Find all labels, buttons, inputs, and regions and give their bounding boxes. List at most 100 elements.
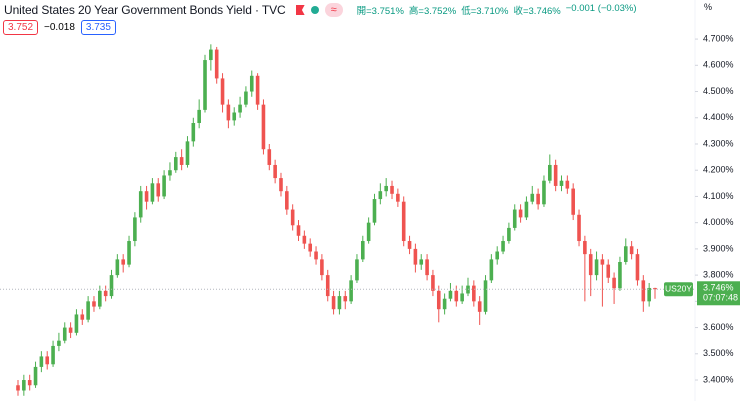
candle-body <box>279 178 283 192</box>
y-tick-label: 3.400% <box>703 374 734 384</box>
candle-body <box>51 345 55 365</box>
candle-body <box>62 327 67 341</box>
candle-body <box>647 287 651 302</box>
candle-body <box>27 380 32 386</box>
candle-body <box>232 112 237 121</box>
candle-body <box>489 259 494 281</box>
candle-body <box>267 149 272 165</box>
candle-body <box>553 164 558 186</box>
candle-body <box>103 290 108 297</box>
candle-body <box>495 251 500 260</box>
candle-body <box>372 199 377 223</box>
candle-body <box>162 175 166 197</box>
candle-body <box>45 356 50 365</box>
candle-body <box>618 262 622 289</box>
candle-body <box>197 109 201 124</box>
candle-body <box>460 293 464 302</box>
candle-body <box>314 251 318 260</box>
header: United States 20 Year Government Bonds Y… <box>4 3 637 17</box>
candle-body <box>80 314 85 320</box>
candle-body <box>244 91 248 105</box>
candle-body <box>179 157 184 165</box>
candle-body <box>109 275 114 297</box>
candle-body <box>594 259 599 276</box>
candle-body <box>168 170 172 176</box>
y-tick-label: 3.800% <box>703 269 734 279</box>
candle-body <box>255 75 260 105</box>
y-tick-label: 4.200% <box>703 165 734 175</box>
candle-body <box>261 104 266 150</box>
candle-body <box>501 241 505 252</box>
candle-body <box>530 193 535 202</box>
candle-body <box>296 225 301 236</box>
last-price-bg <box>697 281 740 306</box>
candle-body <box>600 259 605 265</box>
candle-body <box>419 259 424 265</box>
candle-body <box>209 49 213 61</box>
candle-body <box>92 301 96 307</box>
candle-body <box>238 104 242 113</box>
candle-body <box>121 259 125 265</box>
candle-body <box>548 164 552 181</box>
spread: −0.018 <box>44 22 75 33</box>
candle-body <box>98 290 102 307</box>
candle-body <box>16 385 20 391</box>
candle-body <box>396 193 400 202</box>
candle-body <box>33 366 38 386</box>
candle-body <box>477 301 482 312</box>
candle-body <box>401 201 406 242</box>
candle-body <box>384 185 388 192</box>
candle-body <box>249 75 254 92</box>
candle-body <box>583 241 587 255</box>
candle-body <box>331 296 336 310</box>
candle-body <box>518 209 523 218</box>
candle-body <box>512 209 517 228</box>
flag-icon[interactable] <box>295 5 305 15</box>
candle-body <box>425 259 429 276</box>
candle-body <box>355 259 359 281</box>
candle-body <box>320 259 324 276</box>
candle-body <box>612 277 616 289</box>
ohlc-item: 開=3.751% <box>356 6 404 17</box>
y-tick-label: 4.600% <box>703 60 734 70</box>
candle-body <box>343 296 348 302</box>
candle-body <box>39 356 44 367</box>
y-tick-label: 4.100% <box>703 191 734 201</box>
symbol-tag-bg <box>664 282 693 297</box>
sell-button[interactable]: 3.752 <box>3 20 39 35</box>
candle-body <box>133 217 137 242</box>
candle-body <box>483 280 488 312</box>
candle-body <box>86 301 90 320</box>
candle-body <box>366 222 371 242</box>
status-dot <box>310 6 319 14</box>
candle-body <box>606 264 611 278</box>
buy-button[interactable]: 3.735 <box>80 20 116 35</box>
countdown: 07:07:48 <box>703 293 738 303</box>
candle-body <box>220 78 225 105</box>
candle-body <box>150 183 155 202</box>
candle-body <box>524 201 529 218</box>
ohlc-values: 開=3.751% 高=3.752% 低=3.710% 收=3.746% −0.001 (… <box>357 3 637 17</box>
y-tick-label: 4.300% <box>703 138 734 148</box>
last-price: 3.746% <box>703 283 734 293</box>
candle-body <box>22 380 26 391</box>
candle-body <box>442 298 447 310</box>
ohlc-item: 高=3.752% <box>408 6 457 17</box>
candle-body <box>507 227 511 242</box>
y-tick-label: 3.900% <box>703 243 734 253</box>
candle-body <box>57 340 61 346</box>
candle-body <box>214 49 219 79</box>
candle-body <box>115 259 120 276</box>
candle-body <box>360 241 365 260</box>
candle-body <box>635 254 640 281</box>
y-tick-label: 4.700% <box>703 33 734 43</box>
compare-icon[interactable]: ≈ <box>324 3 343 17</box>
candle-body <box>472 285 476 302</box>
candle-body <box>290 209 295 226</box>
chart-title: United States 20 Year Government Bonds Y… <box>4 3 286 17</box>
candle-body <box>127 241 131 265</box>
candle-body <box>390 185 394 194</box>
candle-body <box>559 180 564 186</box>
ohlc-item: 收=3.746% <box>513 6 561 17</box>
